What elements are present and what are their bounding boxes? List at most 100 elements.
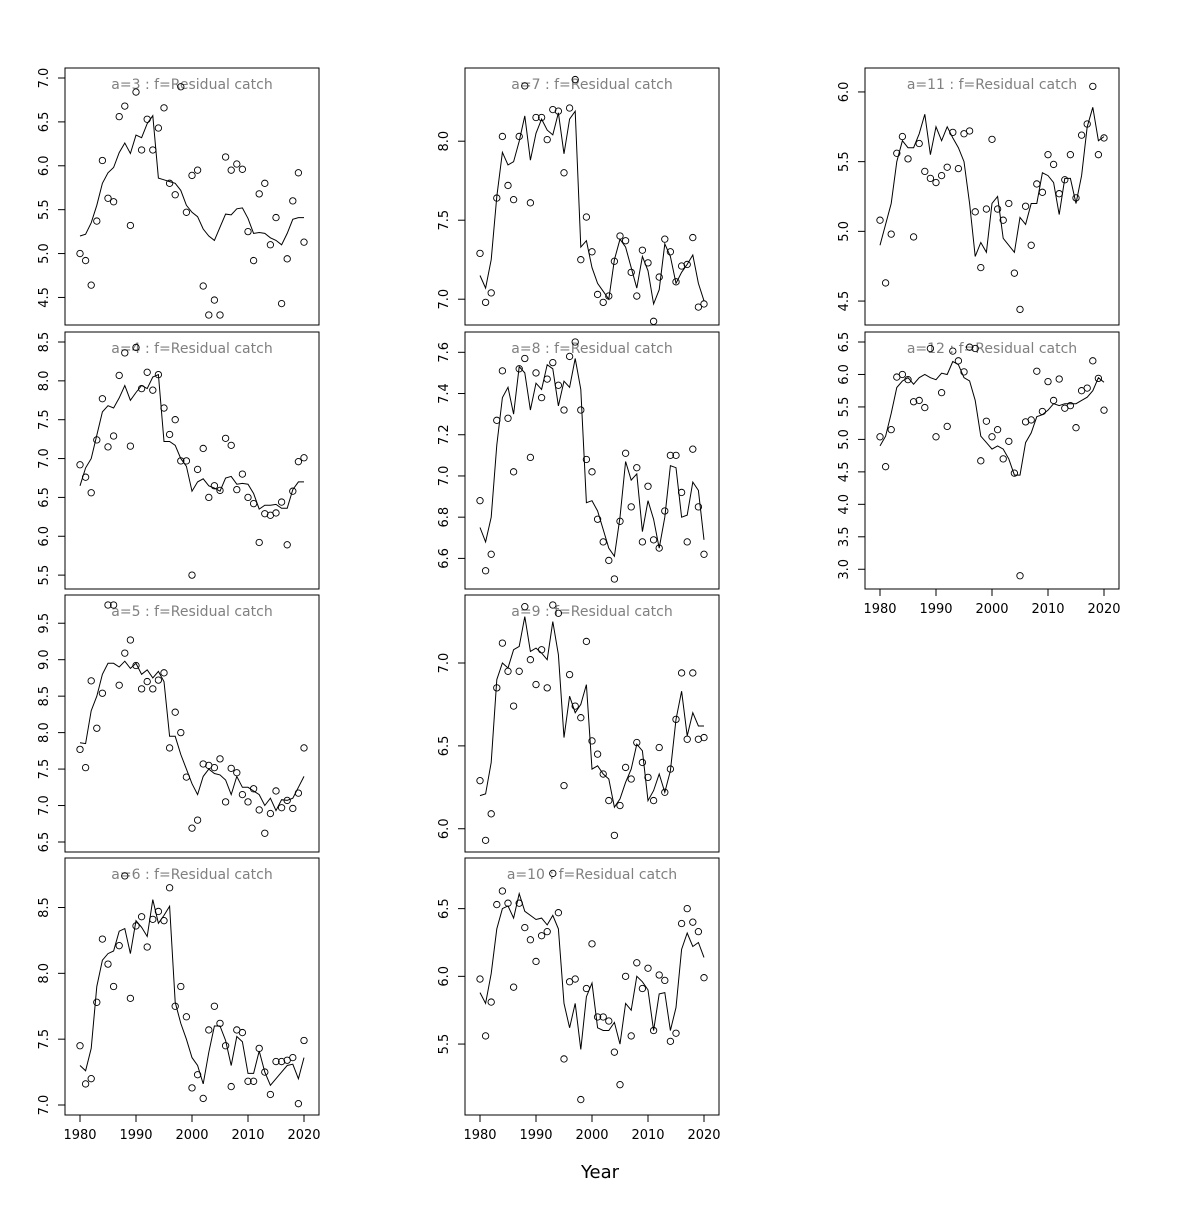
- panel-6-data-point: [177, 982, 185, 991]
- panel-11-data-point: [993, 205, 1002, 213]
- panel-3-data-point: [126, 221, 135, 230]
- panel-3-ytick-label: 4.5: [37, 287, 52, 308]
- panel-9-data-point: [621, 763, 630, 772]
- panel-9-data-point: [616, 801, 624, 810]
- panel-7-data-point: [627, 268, 635, 276]
- panel-5-data-point: [249, 785, 258, 793]
- panel-7-data-point: [689, 233, 697, 242]
- panel-11-data-point: [893, 149, 901, 157]
- panel-9-data-point: [532, 680, 540, 689]
- panel-6-data-point: [165, 884, 174, 892]
- panel-8-data-point: [655, 544, 663, 552]
- panel-5-data-point: [210, 763, 219, 772]
- panel-6-ytick-label: 7.0: [37, 1095, 52, 1116]
- panel-3-data-point: [81, 256, 90, 265]
- panel-6-data-point: [199, 1094, 207, 1103]
- panel-7-data-point: [537, 113, 546, 122]
- panel-5-data-point: [244, 798, 252, 806]
- panel-7-data-point: [633, 292, 641, 300]
- panel-10-data-point: [487, 998, 495, 1006]
- panel-5-data-point: [87, 677, 95, 685]
- panel-9-data-point: [560, 782, 568, 790]
- panel-12-data-point: [1100, 406, 1108, 414]
- panel-4-data-point: [87, 489, 95, 497]
- panel-3-data-point: [193, 166, 202, 174]
- panel-8-data-point: [599, 538, 607, 546]
- panel-11-title: a=11 : f=Residual catch: [907, 77, 1077, 93]
- panel-5-fit-line: [79, 660, 305, 812]
- panel-9-data-point: [689, 669, 697, 677]
- panel-11-data-point: [1077, 131, 1086, 139]
- panel-9-data-point: [593, 750, 602, 758]
- panel-10-ytick-label: 6.5: [437, 898, 452, 919]
- panel-5-data-point: [160, 669, 168, 677]
- panel-10-data-point: [649, 1026, 658, 1035]
- panel-12-data-point: [1083, 384, 1091, 392]
- panel-10-data-point: [554, 909, 563, 917]
- panel-7-data-point: [504, 181, 512, 190]
- panel-4-data-point: [294, 458, 303, 466]
- panel-6-title: a=6 : f=Residual catch: [111, 867, 272, 883]
- panel-11-data-point: [1038, 188, 1047, 196]
- panel-7-data-point: [593, 290, 602, 299]
- panel-10-data-point: [627, 1032, 635, 1040]
- panel-7-data-point: [610, 257, 619, 265]
- panel-5-data-point: [227, 764, 235, 772]
- panel-6-data-point: [210, 1002, 219, 1010]
- panel-9-data-point: [655, 743, 663, 752]
- panel-10-data-point: [521, 923, 529, 932]
- panel-10-data-point: [498, 887, 507, 895]
- panel-10-data-point: [504, 899, 512, 907]
- panel-7-data-point: [481, 298, 490, 307]
- panel-10-xtick-label: 2000: [575, 1128, 608, 1143]
- panel-4-data-point: [132, 343, 140, 352]
- panel-4-data-point: [210, 482, 219, 490]
- panel-7-data-point: [582, 213, 591, 221]
- panel-8-data-point: [672, 451, 680, 459]
- panel-8-data-point: [476, 497, 484, 505]
- panel-4-data-point: [283, 541, 291, 549]
- panel-9-data-point: [672, 715, 680, 724]
- panel-7-fit-line: [479, 109, 705, 306]
- panel-12-data-point: [960, 368, 968, 376]
- panel-7-data-point: [571, 75, 579, 84]
- panel-11-data-point: [954, 164, 963, 173]
- panel-6-xtick-label: 1990: [119, 1128, 152, 1143]
- panel-4-ytick-label: 7.0: [37, 448, 52, 469]
- panel-7-data-point: [644, 259, 652, 267]
- panel-3-data-point: [277, 299, 286, 308]
- panel-4-ytick-label: 8.0: [37, 371, 52, 392]
- panel-10-data-point: [689, 918, 697, 926]
- panel-9-data-point: [504, 667, 512, 675]
- panel-9-data-point: [521, 603, 529, 611]
- panel-4-title: a=4 : f=Residual catch: [111, 341, 272, 357]
- panel-4-data-point: [272, 509, 280, 517]
- panel-7-data-point: [661, 235, 669, 243]
- panel-10-data-point: [666, 1037, 675, 1045]
- panel-12-data-point: [937, 388, 946, 397]
- panel-8-data-point: [504, 414, 512, 422]
- panel-5-ytick-label: 9.0: [37, 649, 52, 670]
- panel-5-data-point: [121, 649, 129, 657]
- panel-3-data-point: [188, 171, 196, 180]
- panel-10-data-point: [493, 900, 501, 909]
- panel-5-data-point: [149, 685, 157, 693]
- panel-8-data-point: [549, 358, 557, 367]
- panel-9-data-point: [549, 601, 557, 609]
- panel-4-data-point: [238, 470, 247, 478]
- panel-9-data-point: [498, 639, 507, 647]
- panel-4-data-point: [121, 349, 129, 357]
- panel-5-data-point: [233, 769, 241, 777]
- panel-12-data-point: [932, 433, 940, 441]
- panel-5-data-point: [126, 636, 135, 644]
- panel-10-data-point: [532, 957, 540, 966]
- panel-12-data-point: [926, 344, 935, 353]
- panel-6-data-point: [115, 942, 123, 950]
- panel-6-data-point: [188, 1084, 196, 1092]
- panel-6-data-point: [244, 1077, 252, 1085]
- panel-4-data-point: [137, 384, 146, 393]
- panel-5-data-point: [277, 804, 286, 812]
- panel-8-data-point: [571, 338, 579, 346]
- panel-10-data-point: [599, 1013, 607, 1021]
